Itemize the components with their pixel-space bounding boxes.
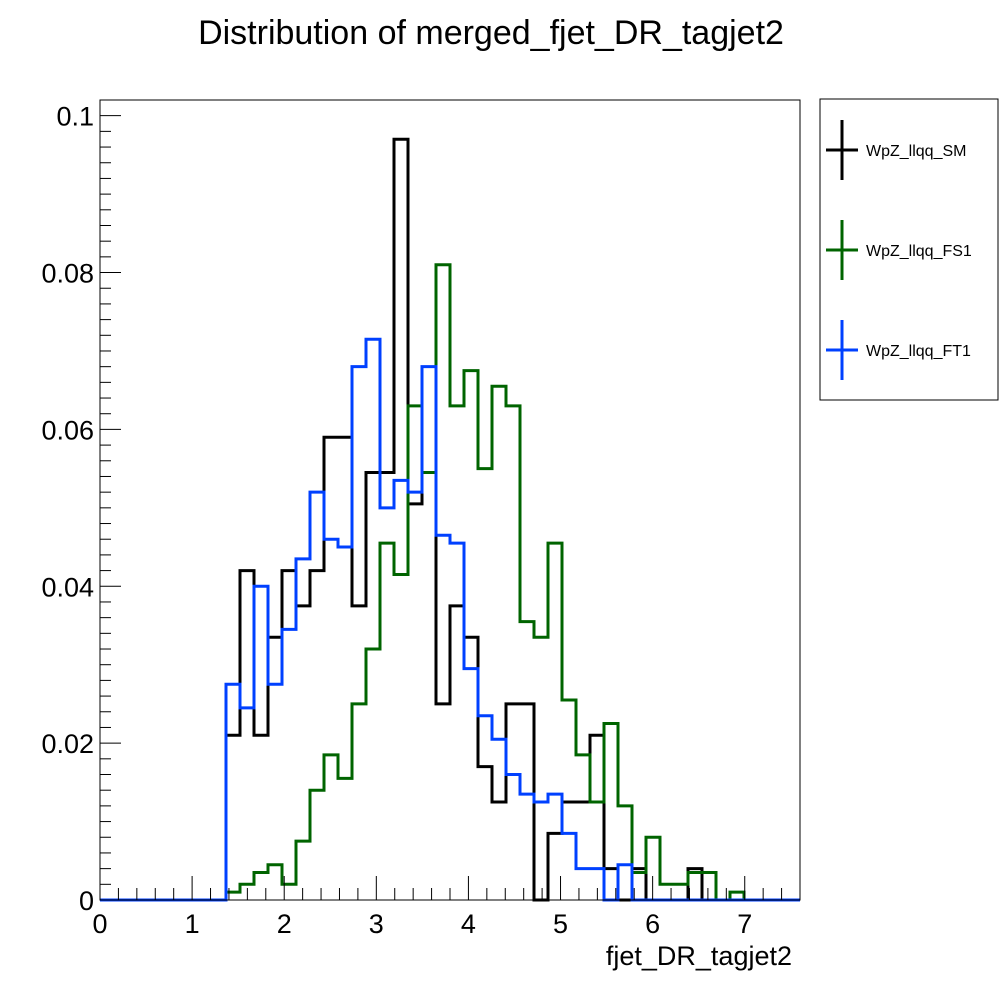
legend-entry: WpZ_llqq_FS1 — [826, 220, 972, 280]
x-axis: 0 1 2 3 4 5 6 7 — [92, 876, 801, 939]
legend-label: WpZ_llqq_SM — [866, 143, 966, 160]
y-tick-label: 0.06 — [41, 415, 94, 445]
x-tick-label: 1 — [185, 909, 200, 939]
legend: WpZ_llqq_SM WpZ_llqq_FS1 WpZ_llqq_FT1 — [819, 98, 999, 401]
chart-title: Distribution of merged_fjet_DR_tagjet2 — [198, 14, 784, 52]
plot-frame — [99, 99, 801, 901]
y-tick-label: 0.02 — [41, 729, 94, 759]
series-line-0 — [100, 137, 800, 902]
y-tick-label: 0 — [79, 886, 94, 916]
legend-label: WpZ_llqq_FS1 — [866, 243, 972, 260]
x-axis-title: fjet_DR_tagjet2 — [606, 941, 792, 971]
plot-area: 0 1 2 3 4 5 6 7 0 0.02 0.04 0.06 0.08 0.1 — [41, 99, 801, 939]
x-tick-label: 2 — [277, 909, 292, 939]
y-axis: 0 0.02 0.04 0.06 0.08 0.1 — [41, 102, 121, 916]
y-tick-label: 0.08 — [41, 259, 94, 289]
x-tick-label: 4 — [461, 909, 476, 939]
legend-label: WpZ_llqq_FT1 — [866, 343, 971, 360]
series-line-1 — [100, 263, 800, 902]
y-tick-label: 0.04 — [41, 572, 94, 602]
series-line-2 — [100, 337, 800, 902]
x-tick-label: 7 — [737, 909, 752, 939]
x-tick-label: 3 — [369, 909, 384, 939]
legend-entry: WpZ_llqq_FT1 — [826, 320, 971, 380]
y-tick-label: 0.1 — [56, 102, 94, 132]
legend-entry: WpZ_llqq_SM — [826, 120, 966, 180]
x-tick-label: 5 — [553, 909, 568, 939]
x-tick-label: 6 — [645, 909, 660, 939]
series-layer — [100, 137, 800, 902]
x-tick-label: 0 — [92, 909, 107, 939]
